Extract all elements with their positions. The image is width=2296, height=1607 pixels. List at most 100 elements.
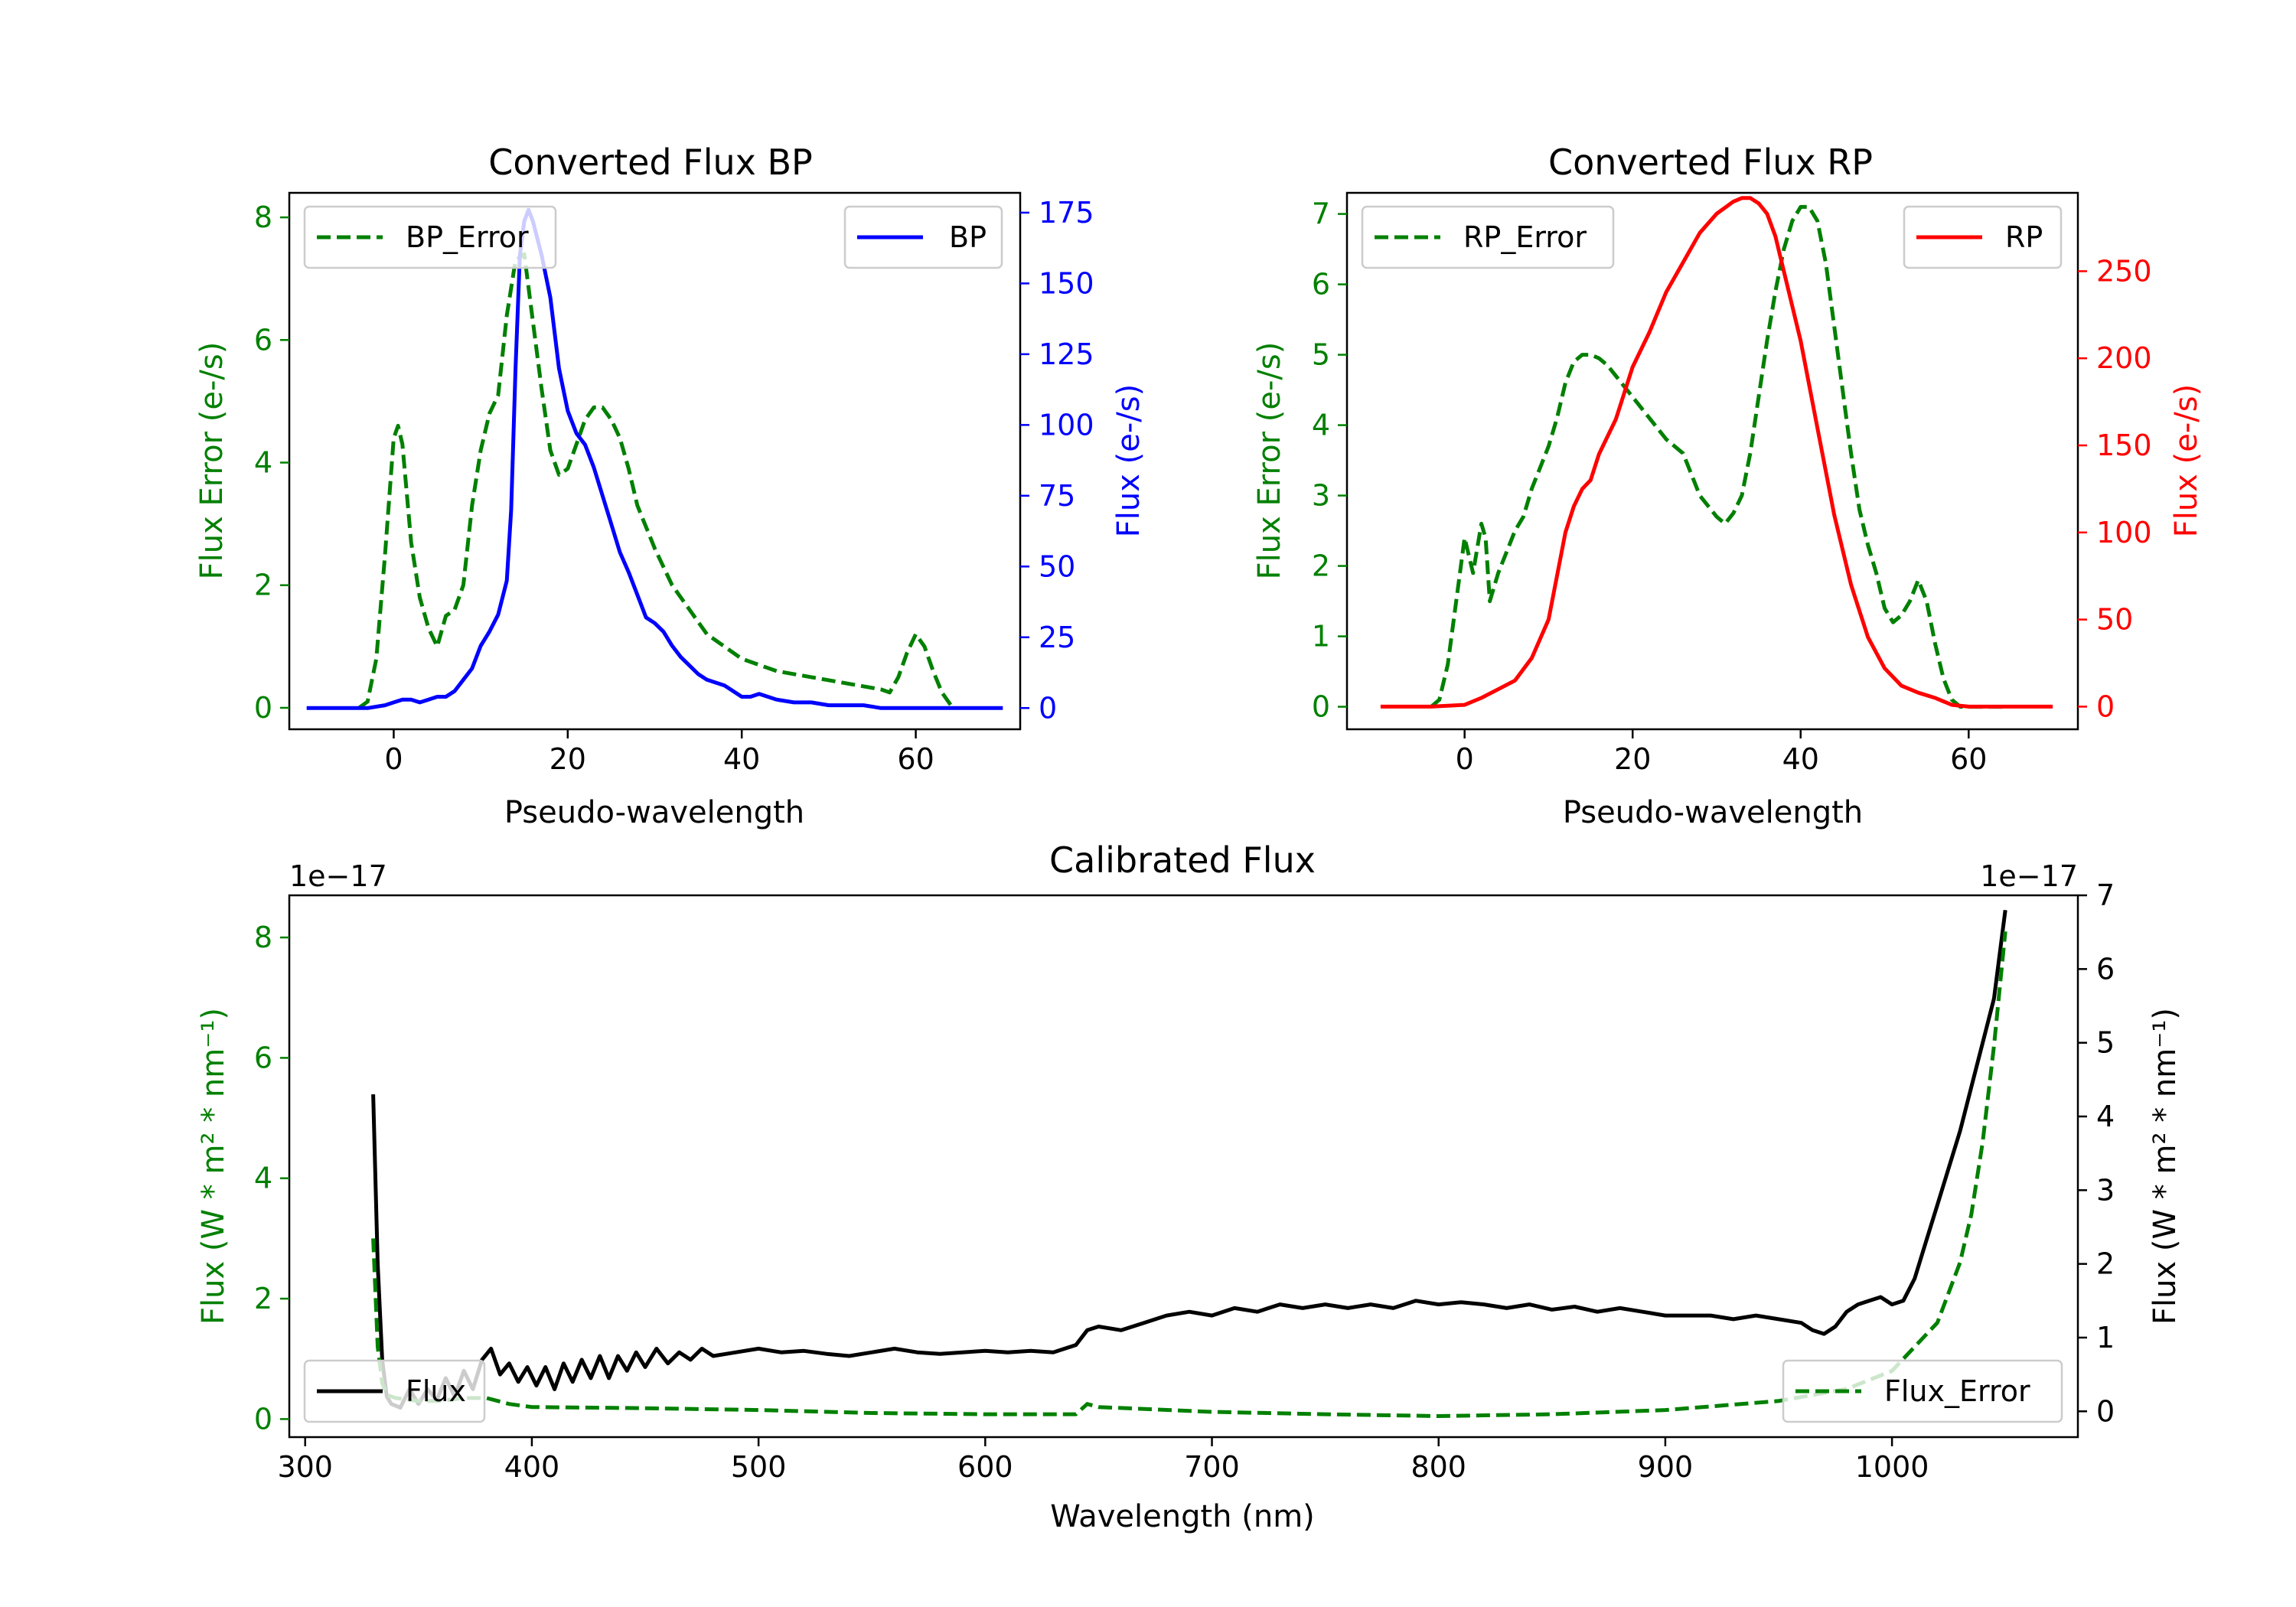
rp-ytick-left-label: 5: [1312, 338, 1330, 372]
cal-ytick-left-label: 6: [254, 1041, 272, 1074]
cal-xtick-label: 300: [277, 1450, 333, 1484]
cal-title: Calibrated Flux: [1049, 839, 1316, 881]
rp-xtick-label: 60: [1950, 742, 1987, 776]
cal-xtick-label: 600: [957, 1450, 1013, 1484]
rp-legend-right-label: RP: [2005, 220, 2043, 254]
bp-ylabel-left: Flux Error (e-/s): [194, 342, 230, 580]
bp-ytick-left-label: 4: [254, 446, 272, 480]
bp-ytick-right-label: 50: [1039, 549, 1075, 583]
cal-offset-left: 1e−17: [289, 859, 387, 893]
cal-xtick-label: 700: [1184, 1450, 1240, 1484]
bp-xtick-label: 40: [723, 742, 760, 776]
rp-xtick-label: 40: [1782, 742, 1819, 776]
bp-ytick-right-label: 100: [1039, 408, 1094, 442]
cal-xtick-label: 800: [1411, 1450, 1466, 1484]
bp-xlabel: Pseudo-wavelength: [504, 795, 804, 830]
cal-xlabel: Wavelength (nm): [1050, 1499, 1315, 1534]
cal-legend-right-box: [1782, 1359, 2063, 1423]
cal-ytick-left-label: 8: [254, 921, 272, 954]
cal-ylabel-left: Flux (W * m² * nm⁻¹): [196, 1008, 231, 1325]
bp-title: Converted Flux BP: [488, 142, 813, 183]
bp-ytick-right-label: 150: [1039, 266, 1094, 300]
bp-panel: Converted Flux BP 0 20 40 60 0 2 4 6 8 0 25 50 75 100…: [194, 142, 1146, 830]
bp-ytick-right-label: 175: [1039, 196, 1094, 230]
cal-xtick-label: 400: [504, 1450, 560, 1484]
rp-legend-left-box: [1361, 205, 1615, 269]
cal-ytick-left-label: 2: [254, 1282, 272, 1315]
cal-ytick-left-label: 0: [254, 1402, 272, 1436]
rp-ytick-right-label: 50: [2096, 603, 2133, 637]
cal-axes-frame: [288, 894, 2079, 1439]
bp-xtick-label: 20: [550, 742, 586, 776]
bp-ytick-right-label: 125: [1039, 337, 1094, 371]
rp-legend-right-box: [1903, 205, 2063, 269]
bp-ytick-right-label: 25: [1039, 621, 1075, 654]
rp-xlabel: Pseudo-wavelength: [1563, 795, 1863, 830]
cal-ylabel-right: Flux (W * m² * nm⁻¹): [2148, 1008, 2183, 1325]
cal-series-layer: [371, 909, 2007, 1418]
bp-legend-right-box: [843, 205, 1003, 269]
rp-ytick-left-label: 3: [1312, 479, 1330, 513]
cal-ytick-right-label: 1: [2096, 1321, 2115, 1354]
bp-ytick-left-label: 8: [254, 200, 272, 234]
cal-legend-left-box: [303, 1359, 486, 1423]
cal-ytick-right-label: 0: [2096, 1394, 2115, 1428]
bp-legend-left: BP_Error: [303, 205, 557, 269]
rp-ytick-left-label: 1: [1312, 620, 1330, 654]
bp-xtick-label: 0: [384, 742, 403, 776]
rp-ylabel-right: Flux (e-/s): [2169, 384, 2204, 537]
rp-ytick-right-label: 200: [2096, 341, 2152, 375]
cal-ytick-right-label: 7: [2096, 878, 2115, 912]
bp-ylabel-right: Flux (e-/s): [1111, 384, 1146, 537]
bp-xtick-label: 60: [897, 742, 934, 776]
rp-ytick-left-label: 7: [1312, 197, 1330, 231]
rp-legend-right: RP: [1903, 205, 2063, 269]
cal-legend-right-label: Flux_Error: [1884, 1374, 2030, 1408]
rp-ytick-right-label: 0: [2096, 689, 2115, 723]
rp-ytick-left-label: 4: [1312, 409, 1330, 442]
cal-legend-left: Flux: [303, 1359, 486, 1423]
cal-series-flux: [371, 909, 2007, 1410]
rp-panel: Converted Flux RP 0 20 40 60 0 1 2 3 4 5 6 7 0 50 100 1…: [1252, 142, 2204, 830]
cal-ytick-left-label: 4: [254, 1162, 272, 1195]
bp-ytick-left-label: 2: [254, 569, 272, 602]
rp-axes-frame: [1345, 191, 2079, 731]
rp-ticks-layer: 0 20 40 60 0 1 2 3 4 5 6 7 0 50 100 150 200 250: [1312, 197, 2152, 776]
rp-legend-left-label: RP_Error: [1463, 220, 1587, 254]
rp-xtick-label: 20: [1614, 742, 1651, 776]
rp-ytick-right-label: 250: [2096, 254, 2152, 288]
cal-ytick-right-label: 4: [2096, 1100, 2115, 1133]
cal-legend-left-label: Flux: [406, 1374, 466, 1408]
bp-legend-left-box: [303, 205, 557, 269]
cal-series-flux-error: [371, 931, 2007, 1418]
bp-legend-right: BP: [843, 205, 1003, 269]
cal-panel: Calibrated Flux 1e−17 1e−17 300 400 500 600…: [196, 839, 2183, 1534]
rp-ytick-right-label: 150: [2096, 429, 2152, 462]
bp-series-bp: [306, 207, 1003, 710]
cal-ytick-right-label: 3: [2096, 1173, 2115, 1207]
cal-offset-right: 1e−17: [1980, 859, 2078, 893]
rp-series-rp: [1380, 196, 2053, 709]
bp-ticks-layer: 0 20 40 60 0 2 4 6 8 0 25 50 75 100 125 150 175: [254, 196, 1094, 776]
rp-series-rp-error: [1430, 204, 2003, 709]
rp-legend-left: RP_Error: [1361, 205, 1615, 269]
bp-series-layer: [306, 207, 1003, 710]
bp-ytick-left-label: 0: [254, 691, 272, 725]
bp-legend-left-label: BP_Error: [406, 220, 529, 254]
rp-ylabel-left: Flux Error (e-/s): [1252, 342, 1287, 580]
bp-axes-frame: [288, 191, 1022, 731]
rp-ytick-right-label: 100: [2096, 516, 2152, 549]
bp-series-bp-error: [357, 252, 953, 710]
rp-ytick-left-label: 0: [1312, 690, 1330, 724]
rp-title: Converted Flux RP: [1548, 142, 1873, 183]
cal-xtick-label: 900: [1638, 1450, 1694, 1484]
rp-ytick-left-label: 6: [1312, 268, 1330, 302]
rp-xtick-label: 0: [1456, 742, 1474, 776]
cal-ytick-right-label: 2: [2096, 1247, 2115, 1281]
rp-ytick-left-label: 2: [1312, 549, 1330, 583]
cal-ytick-right-label: 6: [2096, 952, 2115, 986]
bp-legend-right-label: BP: [949, 220, 987, 254]
cal-xtick-label: 500: [731, 1450, 787, 1484]
cal-xtick-label: 1000: [1855, 1450, 1929, 1484]
cal-legend-right: Flux_Error: [1782, 1359, 2063, 1423]
